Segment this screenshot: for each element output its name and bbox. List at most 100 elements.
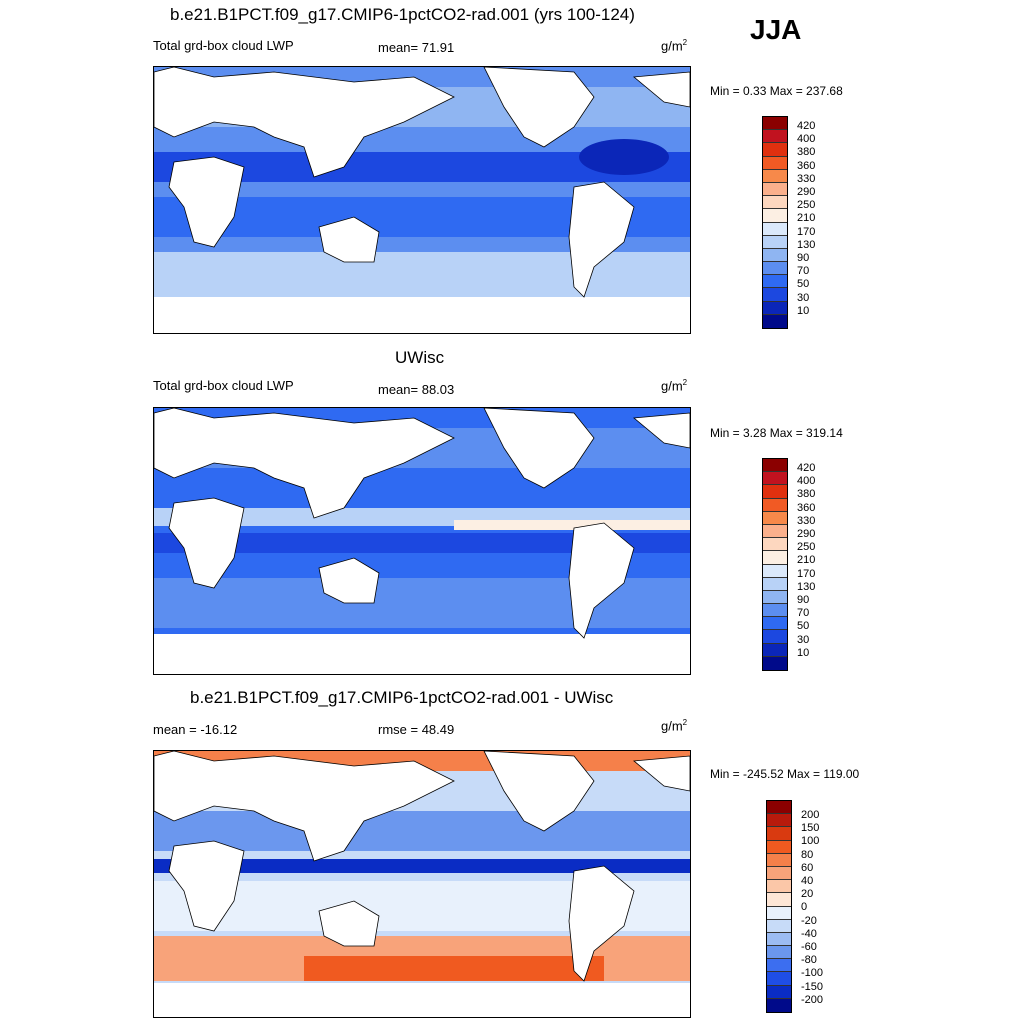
colorbar-tick-label: 170 bbox=[797, 567, 816, 580]
colorbar-swatch bbox=[763, 182, 787, 197]
panel1-map bbox=[153, 66, 691, 334]
colorbar-swatch bbox=[763, 538, 787, 552]
colorbar-tick-label: 380 bbox=[797, 146, 816, 159]
colorbar-swatch bbox=[767, 959, 791, 973]
colorbar-tick-label: 60 bbox=[801, 861, 814, 874]
colorbar-swatch bbox=[763, 604, 787, 618]
colorbar-tick-label: 210 bbox=[797, 212, 816, 225]
panel2-colorbar-swatches bbox=[762, 458, 788, 671]
colorbar-swatch bbox=[763, 643, 787, 657]
colorbar-swatch bbox=[763, 235, 787, 249]
colorbar-swatch bbox=[763, 617, 787, 631]
panel1-variable-label: Total grd-box cloud LWP bbox=[153, 38, 294, 53]
colorbar-tick-label: 420 bbox=[797, 120, 816, 132]
colorbar-tick-label: 400 bbox=[797, 133, 816, 146]
colorbar-tick-label: 130 bbox=[797, 238, 816, 251]
panel2-map-canvas bbox=[154, 408, 690, 674]
colorbar-tick-label: 130 bbox=[797, 580, 816, 593]
colorbar-swatch bbox=[767, 880, 791, 894]
panel3-map-canvas bbox=[154, 751, 690, 1017]
colorbar-swatch bbox=[767, 893, 791, 907]
colorbar-swatch bbox=[767, 972, 791, 986]
colorbar-swatch bbox=[763, 564, 787, 578]
colorbar-swatch bbox=[763, 472, 787, 486]
colorbar-tick-label: 250 bbox=[797, 541, 816, 554]
colorbar-tick-label: 360 bbox=[797, 159, 816, 172]
colorbar-tick-label: 360 bbox=[797, 501, 816, 514]
colorbar-tick-label: 50 bbox=[797, 278, 810, 291]
colorbar-tick-label: -80 bbox=[801, 954, 817, 967]
colorbar-tick-label: 150 bbox=[801, 822, 820, 835]
colorbar-tick-label: 70 bbox=[797, 607, 810, 620]
colorbar-tick-label: 90 bbox=[797, 252, 810, 264]
colorbar-tick-label: 0 bbox=[801, 901, 808, 914]
panel1-colorbar bbox=[762, 116, 788, 329]
colorbar-tick-label: 20 bbox=[801, 888, 814, 901]
panel2-units: g/m2 bbox=[661, 378, 688, 394]
panel3-title: b.e21.B1PCT.f09_g17.CMIP6-1pctCO2-rad.00… bbox=[190, 688, 614, 707]
panel1-map-canvas bbox=[154, 67, 690, 333]
colorbar-swatch bbox=[767, 932, 791, 947]
colorbar-tick-label: 290 bbox=[797, 186, 816, 198]
colorbar-swatch bbox=[763, 656, 787, 670]
colorbar-tick-label: 10 bbox=[797, 304, 810, 317]
panel1-title: b.e21.B1PCT.f09_g17.CMIP6-1pctCO2-rad.00… bbox=[170, 5, 635, 24]
panel2-colorbar bbox=[762, 458, 788, 671]
colorbar-swatch bbox=[763, 275, 787, 289]
panel2-variable-label: Total grd-box cloud LWP bbox=[153, 378, 294, 393]
colorbar-tick-label: -60 bbox=[801, 941, 817, 953]
panel3-rmse-label: rmse = 48.49 bbox=[378, 722, 455, 737]
colorbar-swatch bbox=[763, 577, 787, 591]
colorbar-swatch bbox=[767, 801, 791, 815]
colorbar-tick-label: 200 bbox=[801, 809, 820, 821]
colorbar-tick-label: 330 bbox=[797, 514, 816, 527]
panel2-minmax: Min = 3.28 Max = 319.14 bbox=[710, 426, 843, 440]
panel1-colorbar-swatches bbox=[762, 116, 788, 329]
colorbar-swatch bbox=[763, 630, 787, 644]
colorbar-tick-label: 90 bbox=[797, 594, 810, 606]
panel1-units: g/m2 bbox=[661, 38, 688, 54]
colorbar-swatch bbox=[763, 117, 787, 131]
colorbar-swatch bbox=[767, 866, 791, 881]
colorbar-tick-label: 250 bbox=[797, 199, 816, 212]
colorbar-swatch bbox=[767, 985, 791, 999]
colorbar-tick-label: 40 bbox=[801, 875, 814, 887]
colorbar-tick-label: -40 bbox=[801, 927, 817, 940]
colorbar-tick-label: 30 bbox=[797, 633, 810, 646]
colorbar-tick-label: 100 bbox=[801, 835, 820, 848]
colorbar-swatch bbox=[767, 906, 791, 920]
colorbar-swatch bbox=[763, 498, 787, 512]
colorbar-tick-label: 70 bbox=[797, 265, 810, 278]
colorbar-tick-label: -150 bbox=[801, 980, 824, 993]
panel2-title: UWisc bbox=[395, 348, 445, 367]
colorbar-tick-label: 80 bbox=[801, 848, 814, 861]
colorbar-swatch bbox=[763, 314, 787, 328]
season-label: JJA bbox=[750, 14, 802, 45]
colorbar-swatch bbox=[767, 814, 791, 828]
colorbar-swatch bbox=[763, 301, 787, 315]
colorbar-swatch bbox=[763, 209, 787, 223]
panel2-mean-label: mean= 88.03 bbox=[378, 382, 455, 397]
colorbar-tick-label: 420 bbox=[797, 462, 816, 474]
panel1-minmax: Min = 0.33 Max = 237.68 bbox=[710, 84, 843, 98]
colorbar-tick-label: 330 bbox=[797, 172, 816, 185]
colorbar-swatch bbox=[763, 130, 787, 144]
colorbar-swatch bbox=[767, 827, 791, 841]
colorbar-swatch bbox=[767, 840, 791, 854]
colorbar-swatch bbox=[763, 169, 787, 183]
panel2-map bbox=[153, 407, 691, 675]
panel1-mean-label: mean= 71.91 bbox=[378, 40, 455, 55]
colorbar-swatch bbox=[763, 196, 787, 210]
colorbar-tick-label: 50 bbox=[797, 620, 810, 633]
colorbar-swatch bbox=[763, 222, 787, 236]
colorbar-tick-label: 30 bbox=[797, 291, 810, 304]
colorbar-swatch bbox=[763, 511, 787, 525]
panel3-colorbar bbox=[766, 800, 792, 1013]
colorbar-tick-label: -20 bbox=[801, 914, 817, 927]
colorbar-tick-label: -200 bbox=[801, 993, 824, 1006]
colorbar-tick-label: -100 bbox=[801, 967, 824, 980]
colorbar-tick-label: 210 bbox=[797, 554, 816, 567]
panel3-mean-label: mean = -16.12 bbox=[153, 722, 238, 737]
colorbar-swatch bbox=[767, 919, 791, 933]
colorbar-swatch bbox=[763, 143, 787, 157]
